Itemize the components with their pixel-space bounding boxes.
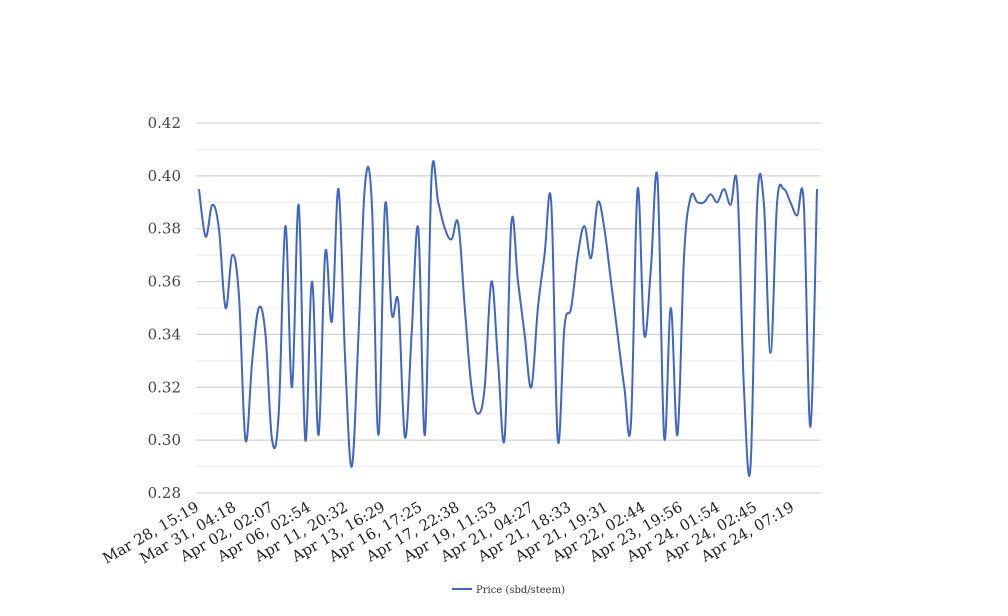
y-tick-label: 0.38 <box>148 220 181 238</box>
legend-label: Price (sbd/steem) <box>476 585 565 596</box>
series-line <box>198 160 818 477</box>
y-tick-label: 0.40 <box>148 167 181 185</box>
y-tick-label: 0.32 <box>148 378 181 396</box>
y-axis-ticks: 0.28 0.30 0.32 0.34 0.36 0.38 0.40 0.42 <box>148 114 181 502</box>
y-tick-label: 0.28 <box>148 484 181 502</box>
y-tick-label: 0.34 <box>148 325 181 343</box>
y-tick-label: 0.30 <box>148 431 181 449</box>
series-group <box>198 160 818 477</box>
y-tick-label: 0.36 <box>148 273 181 291</box>
legend: Price (sbd/steem) <box>452 585 565 596</box>
y-tick-label: 0.42 <box>148 114 181 132</box>
